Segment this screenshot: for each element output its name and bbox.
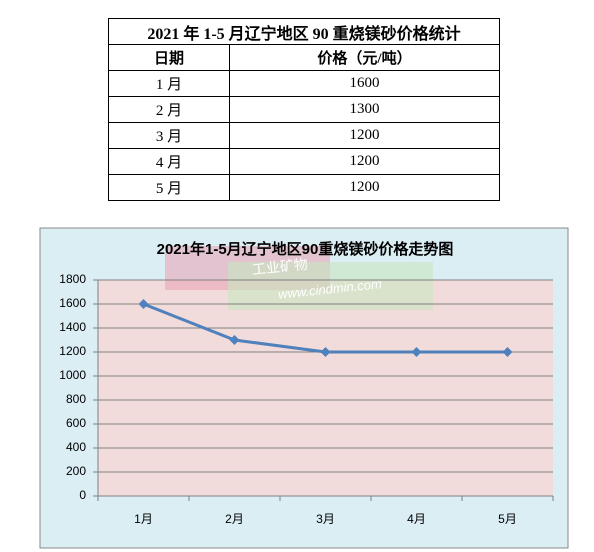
- y-tick-label: 0: [79, 488, 86, 502]
- y-tick-label: 1000: [59, 368, 86, 382]
- table-cell: 3 月: [108, 122, 230, 149]
- x-tick-label: 1月: [134, 512, 153, 526]
- y-tick-label: 1800: [59, 272, 86, 286]
- y-tick-label: 800: [66, 392, 86, 406]
- marker: [229, 335, 240, 345]
- price-table: 2021 年 1-5 月辽宁地区 90 重烧镁砂价格统计 日期 价格（元/吨） 1…: [108, 18, 500, 201]
- x-tick-label: 3月: [316, 512, 335, 526]
- x-tick-label: 5月: [498, 512, 517, 526]
- table-cell: 1200: [229, 174, 500, 201]
- marker: [320, 347, 331, 357]
- table-cell: 1200: [229, 122, 500, 149]
- table-cell: 5 月: [108, 174, 230, 201]
- watermark-text: 工业矿物: [251, 256, 308, 278]
- x-tick-label: 2月: [225, 512, 244, 526]
- marker: [502, 347, 513, 357]
- y-tick-label: 1200: [59, 344, 86, 358]
- x-tick-label: 4月: [407, 512, 426, 526]
- watermark-box: [228, 262, 433, 310]
- table-cell: 1 月: [108, 70, 230, 97]
- y-tick-label: 1400: [59, 320, 86, 334]
- chart-title: 2021年1-5月辽宁地区90重烧镁砂价格走势图: [157, 240, 454, 258]
- marker: [138, 299, 149, 309]
- y-tick-label: 600: [66, 416, 86, 430]
- y-tick-label: 200: [66, 464, 86, 478]
- y-tick-label: 400: [66, 440, 86, 454]
- table-cell: 1300: [229, 96, 500, 123]
- table-header: 日期: [108, 44, 230, 71]
- marker: [411, 347, 422, 357]
- table-cell: 4 月: [108, 148, 230, 175]
- table-cell: 1200: [229, 148, 500, 175]
- y-tick-label: 1600: [59, 296, 86, 310]
- table-title: 2021 年 1-5 月辽宁地区 90 重烧镁砂价格统计: [108, 18, 500, 45]
